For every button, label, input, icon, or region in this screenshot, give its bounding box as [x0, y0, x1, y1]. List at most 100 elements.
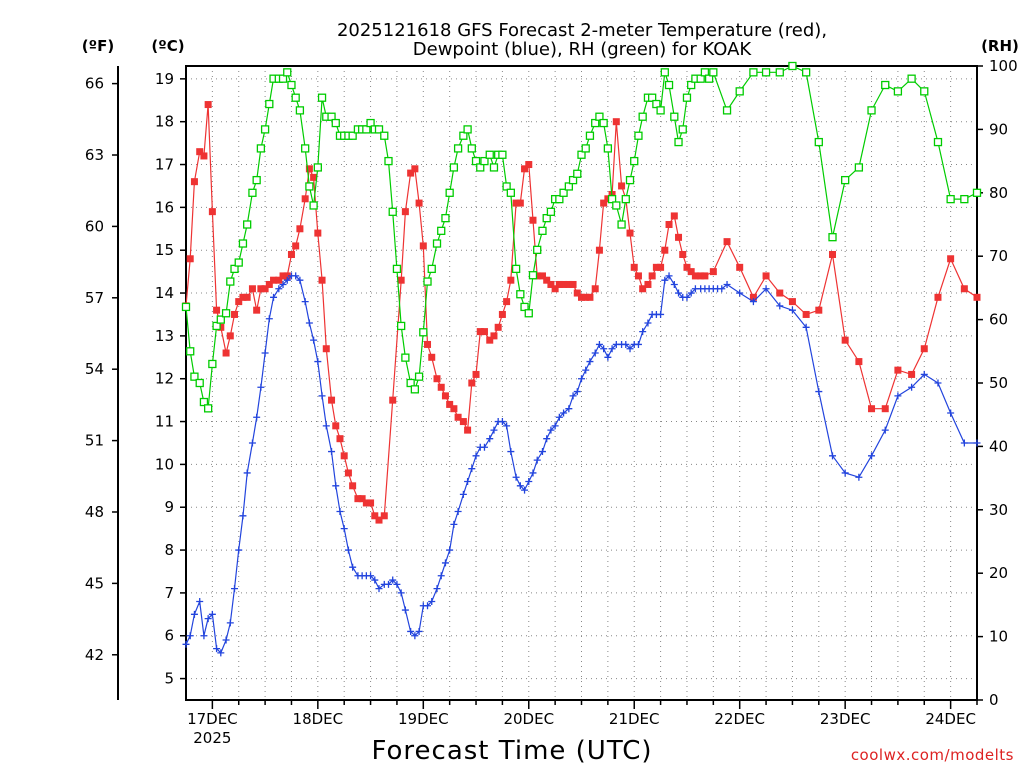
temperature-point	[301, 195, 309, 203]
temperature-point	[533, 272, 541, 280]
rh-point	[538, 226, 547, 235]
temperature-point	[389, 396, 397, 404]
temperature-point	[190, 178, 198, 186]
temperature-point	[639, 285, 647, 293]
temperature-point	[894, 366, 902, 374]
dewpoint-point	[718, 285, 726, 293]
temperature-point	[920, 345, 928, 353]
c-tick-label: 14	[155, 284, 174, 302]
rh-point	[559, 188, 568, 197]
dewpoint-point	[217, 649, 225, 657]
temperature-point	[407, 169, 415, 177]
dewpoint-point	[920, 370, 928, 378]
dewpoint-point	[261, 349, 269, 357]
dewpoint-point	[683, 293, 691, 301]
x-tick-label: 20DEC	[503, 710, 554, 728]
dewpoint-point	[565, 405, 573, 413]
temperature-point	[538, 272, 546, 280]
temperature-point	[591, 285, 599, 293]
temperature-point	[464, 426, 472, 434]
rh-point	[607, 194, 617, 204]
dewpoint-point	[604, 353, 612, 361]
rh-point	[449, 163, 459, 172]
f-tick-label: 57	[85, 289, 104, 307]
rh-point	[441, 214, 450, 223]
c-tick-label: 7	[164, 584, 174, 602]
dewpoint-point	[661, 276, 669, 284]
rh-point	[463, 125, 472, 134]
c-tick-label: 16	[155, 198, 174, 216]
rh-point	[656, 106, 665, 115]
rh-point	[437, 226, 446, 235]
rh-point	[555, 194, 564, 204]
dewpoint-point	[551, 422, 559, 430]
relative-humidity-line	[185, 65, 978, 411]
temperature-point	[375, 516, 383, 524]
rh-point	[331, 118, 340, 128]
dewpoint-point	[464, 478, 472, 486]
temperature-point	[776, 289, 784, 297]
relative-humidity-series	[181, 61, 982, 413]
rh-point	[216, 315, 225, 324]
rh-point	[498, 150, 507, 159]
dewpoint-point	[401, 606, 409, 614]
dewpoint-point	[322, 422, 330, 430]
dewpoint-point	[802, 323, 810, 331]
temperature-point	[283, 272, 291, 280]
dewpoint-point	[310, 336, 318, 344]
c-tick-label: 11	[155, 413, 174, 431]
dewpoint-point	[275, 285, 283, 293]
temperature-point	[328, 396, 336, 404]
rh-point	[226, 277, 235, 286]
rh-point	[401, 353, 410, 362]
temperature-point	[243, 293, 251, 301]
rh-point	[528, 271, 538, 280]
dewpoint-point	[296, 276, 304, 284]
rh-point	[445, 188, 454, 197]
dewpoint-point	[498, 418, 506, 426]
temperature-point	[586, 293, 594, 301]
credit-link[interactable]: coolwx.com/modelts	[851, 746, 1014, 764]
temperature-point	[512, 199, 520, 207]
dewpoint-point	[855, 473, 863, 481]
temperature-point	[476, 328, 484, 336]
x-tick-sublabel: 2025	[193, 729, 231, 747]
dewpoint-point	[424, 602, 432, 610]
rh-point	[203, 404, 213, 413]
rh-point	[502, 182, 511, 191]
temperature-point	[213, 306, 221, 314]
rh-point	[585, 131, 595, 140]
temperature-point	[670, 212, 678, 220]
dewpoint-point	[213, 645, 221, 653]
dewpoint-point	[349, 563, 357, 571]
dewpoint-point	[454, 508, 462, 516]
temperature-point	[340, 452, 348, 460]
temperature-point	[525, 161, 533, 169]
temperature-point	[543, 276, 551, 284]
dewpoint-point	[736, 289, 744, 297]
rh-point	[670, 112, 679, 121]
rh-point	[295, 106, 305, 115]
rh-point	[362, 125, 371, 134]
dewpoint-point	[670, 280, 678, 288]
temperature-point	[200, 152, 208, 160]
dewpoint-point	[301, 298, 309, 306]
dewpoint-point	[314, 358, 322, 366]
temperature-point	[411, 165, 419, 173]
dewpoint-point	[340, 525, 348, 533]
temperature-point	[472, 370, 480, 378]
rh-point	[260, 125, 270, 134]
rh-point	[841, 175, 850, 185]
dewpoint-point	[829, 452, 837, 460]
rh-point	[599, 118, 608, 128]
rh-point	[674, 137, 683, 147]
rh-point	[199, 397, 209, 407]
dewpoint-point	[578, 375, 585, 383]
temperature-point	[248, 285, 256, 293]
rh-point	[595, 112, 604, 121]
temperature-point	[612, 118, 620, 126]
dewpoint-point	[344, 546, 352, 554]
axes	[112, 65, 983, 709]
rh-point	[380, 131, 389, 140]
